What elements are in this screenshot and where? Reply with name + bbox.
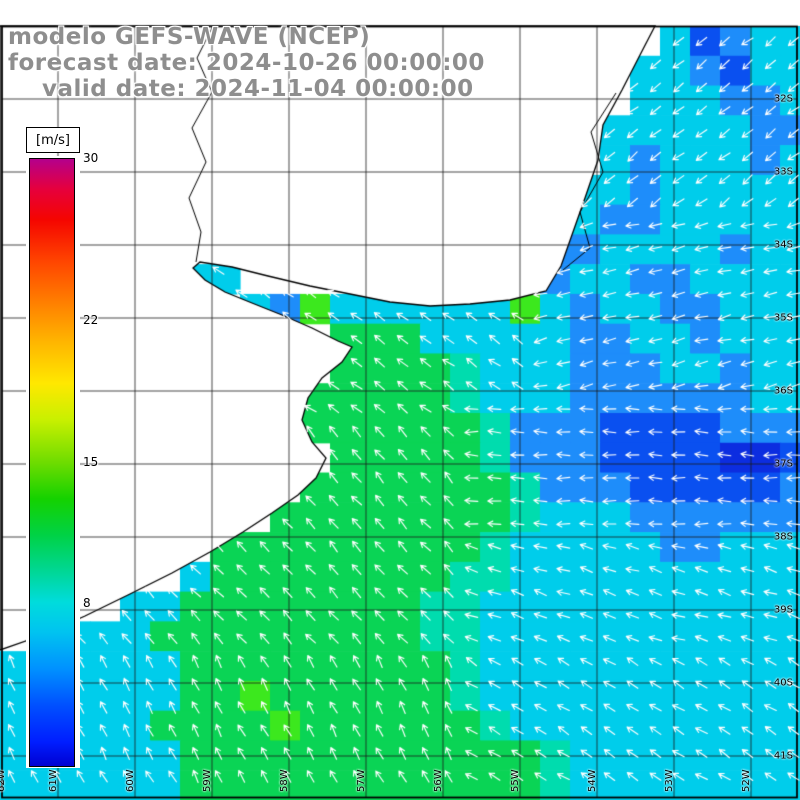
longitude-label: 60W <box>125 769 136 792</box>
longitude-label: 61W <box>48 769 59 792</box>
latitude-label: 37S <box>773 458 793 470</box>
model-name-text: modelo GEFS-WAVE (NCEP) <box>8 24 371 50</box>
longitude-label: 54W <box>587 769 598 792</box>
colorbar-tick-label: 15 <box>83 454 99 469</box>
colorbar-scale: 30 22 15 8 <box>26 151 98 768</box>
latitude-label: 34S <box>773 239 793 251</box>
valid-date-text: valid date: 2024-11-04 00:00:00 <box>42 76 474 102</box>
latitude-label: 36S <box>773 385 793 397</box>
longitude-label: 56W <box>433 769 444 792</box>
longitude-label: 53W <box>664 769 675 792</box>
latitude-label: 41S <box>773 750 793 762</box>
longitude-label: 62W <box>0 769 7 792</box>
latitude-label: 33S <box>773 166 793 178</box>
colorbar-tick-label: 22 <box>83 312 99 327</box>
colorbar-unit-label: [m/s] <box>26 127 80 153</box>
longitude-label: 57W <box>356 769 367 792</box>
longitude-label: 58W <box>279 769 290 792</box>
colorbar-tick-label: 8 <box>83 596 91 611</box>
longitude-label: 59W <box>202 769 213 792</box>
colorbar-gradient <box>29 158 75 767</box>
latitude-label: 40S <box>773 677 793 689</box>
latitude-label: 35S <box>773 312 793 324</box>
forecast-date-text: forecast date: 2024-10-26 00:00:00 <box>8 50 485 76</box>
colorbar: [m/s] 30 22 15 8 <box>26 127 98 768</box>
latitude-label: 32S <box>773 93 793 105</box>
colorbar-tick-label: 30 <box>83 151 99 165</box>
latitude-label: 39S <box>773 604 793 616</box>
latitude-label: 38S <box>773 531 793 543</box>
title-block: modelo GEFS-WAVE (NCEP) forecast date: 2… <box>8 24 485 102</box>
longitude-label: 52W <box>741 769 752 792</box>
longitude-label: 55W <box>510 769 521 792</box>
